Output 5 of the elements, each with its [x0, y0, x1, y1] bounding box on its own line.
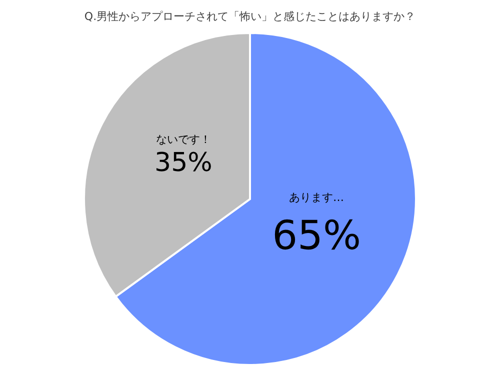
slice-label: ないです！: [156, 133, 211, 146]
slice-label: あります…: [289, 190, 344, 204]
data-label: 35%: [154, 148, 212, 178]
data-label: 65%: [272, 212, 362, 259]
chart-title: Q.男性からアプローチされて「怖い」と感じたことはありますか？: [84, 10, 416, 23]
